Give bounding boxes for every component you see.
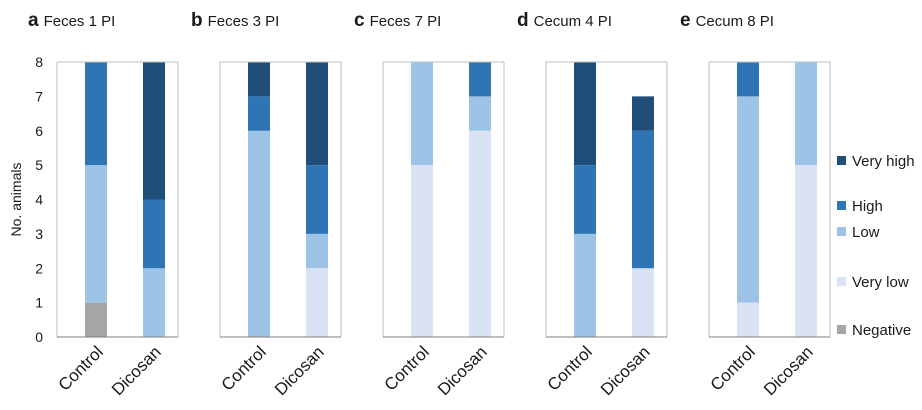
- panel-name: Feces 1 PI: [44, 13, 116, 30]
- bar-segment-very-low: [632, 268, 654, 337]
- panel-title: b Feces 3 PI: [191, 10, 279, 31]
- category-label: Control: [544, 342, 596, 394]
- category-label: Dicosan: [271, 342, 328, 399]
- category-label: Dicosan: [597, 342, 654, 399]
- bar-segment-very-high: [574, 62, 596, 166]
- bar-segment-low: [469, 96, 491, 131]
- category-label: Control: [707, 342, 759, 394]
- y-tick-label: 2: [35, 260, 43, 276]
- panel-title: e Cecum 8 PI: [680, 10, 774, 31]
- panel-e: e Cecum 8 PI Control Dicosan: [680, 10, 831, 399]
- panel-letter: e: [680, 10, 691, 31]
- category-label: Control: [218, 342, 270, 394]
- y-tick-label: 7: [35, 88, 43, 104]
- panel-letter: b: [191, 10, 203, 31]
- bar-segment-very-low: [469, 130, 491, 337]
- category-label: Control: [381, 342, 433, 394]
- legend-label: High: [852, 198, 883, 215]
- legend-swatch: [837, 156, 846, 165]
- panel-letter: a: [28, 10, 39, 31]
- bar-segment-very-high: [306, 62, 328, 166]
- category-label: Dicosan: [108, 342, 165, 399]
- panel-d: d Cecum 4 PI Control Dicosan: [517, 10, 668, 399]
- bar-segment-very-high: [143, 62, 165, 200]
- legend-swatch: [837, 201, 846, 210]
- bar-segment-low: [248, 130, 270, 337]
- bar-segment-very-low: [795, 165, 817, 337]
- bar-segment-very-low: [737, 302, 759, 337]
- legend-label: Very low: [852, 274, 909, 291]
- category-label: Control: [55, 342, 107, 394]
- panel-name: Cecum 4 PI: [534, 13, 612, 30]
- category-label: Dicosan: [434, 342, 491, 399]
- bar-segment-high: [306, 165, 328, 234]
- y-tick-label: 4: [35, 192, 43, 208]
- category-label: Dicosan: [760, 342, 817, 399]
- panel-b: b Feces 3 PI Control Dicosan: [191, 10, 342, 399]
- legend-label: Low: [852, 224, 880, 241]
- y-tick-label: 6: [35, 123, 43, 139]
- bar-segment-negative: [85, 302, 107, 337]
- bar-segment-high: [85, 62, 107, 166]
- bar-segment-low: [411, 62, 433, 166]
- panel-name: Feces 3 PI: [208, 13, 280, 30]
- bar-segment-high: [469, 62, 491, 97]
- bar-segment-very-high: [632, 96, 654, 131]
- bar-segment-low: [306, 233, 328, 269]
- y-axis-label: No. animals: [8, 163, 24, 237]
- y-tick-label: 5: [35, 157, 43, 173]
- y-tick-label: 1: [35, 295, 43, 311]
- panel-name: Feces 7 PI: [370, 13, 442, 30]
- legend-swatch: [837, 277, 846, 286]
- legend-label: Very high: [852, 153, 915, 170]
- bar-segment-very-low: [306, 268, 328, 337]
- legend-swatch: [837, 325, 846, 334]
- bar-segment-low: [143, 268, 165, 337]
- bar-segment-high: [737, 62, 759, 97]
- bar-segment-high: [574, 165, 596, 234]
- bar-segment-low: [574, 233, 596, 337]
- bar-segment-high: [143, 199, 165, 269]
- panel-c: c Feces 7 PI Control Dicosan: [354, 10, 505, 399]
- bar-segment-very-low: [411, 165, 433, 337]
- bar-segment-low: [795, 62, 817, 166]
- legend-swatch: [837, 227, 846, 236]
- y-tick-label: 0: [35, 329, 43, 345]
- panel-title: a Feces 1 PI: [28, 10, 115, 31]
- bar-segment-very-high: [248, 62, 270, 97]
- panel-letter: c: [354, 10, 365, 31]
- panel-a: a Feces 1 PI Control Dicosan: [28, 10, 179, 399]
- bar-segment-high: [632, 130, 654, 269]
- bar-segment-low: [85, 165, 107, 303]
- bar-segment-high: [248, 96, 270, 131]
- panel-name: Cecum 8 PI: [696, 13, 774, 30]
- panel-title: d Cecum 4 PI: [517, 10, 612, 31]
- y-tick-label: 3: [35, 226, 43, 242]
- legend-label: Negative: [852, 322, 911, 339]
- y-tick-label: 8: [35, 54, 43, 70]
- legend: Very high High Low Very low Negative: [837, 153, 915, 339]
- panel-title: c Feces 7 PI: [354, 10, 441, 31]
- panel-letter: d: [517, 10, 529, 31]
- bar-segment-low: [737, 96, 759, 303]
